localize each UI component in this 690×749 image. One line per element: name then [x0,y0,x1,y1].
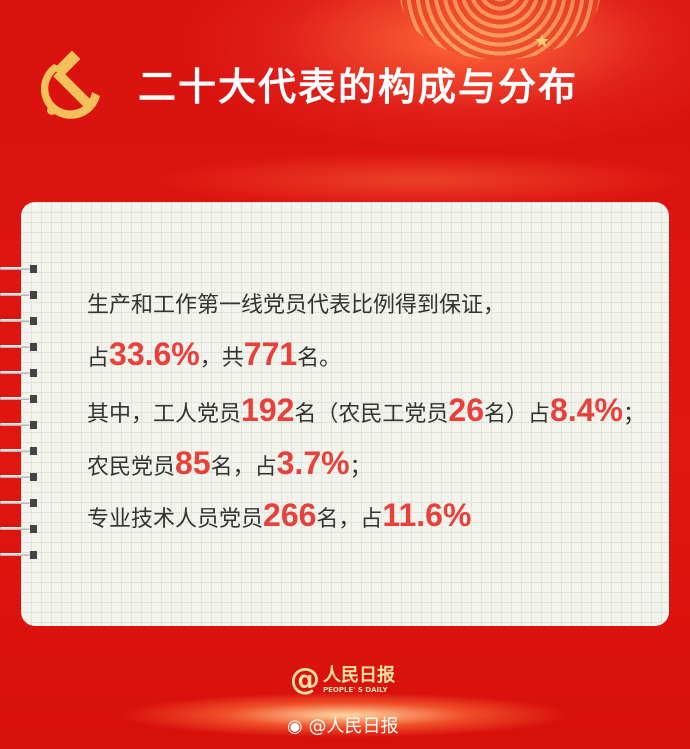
text: 名）占 [484,402,551,427]
text-line-3: 其中，工人党员192名（农民工党员26名）占8.4%； [87,390,645,430]
highlight-percent: 8.4% [550,392,623,428]
ring-binder [0,525,38,533]
highlight-count: 266 [263,497,317,533]
peoples-daily-logo: @ 人民日报 PEOPLE' S DAILY [290,662,395,698]
weibo-text: @人民日报 [308,716,399,737]
ring-binder [0,291,38,299]
ring-binder [0,317,38,325]
highlight-percent: 11.6% [382,497,472,533]
highlight-count: 85 [175,445,211,481]
background-swoosh [0,120,690,210]
logo-text: 人民日报 PEOPLE' S DAILY [323,664,395,695]
text: 专业技术人员党员 [87,507,264,532]
text: 生产和工作第一线党员代表比例得到保证， [87,293,506,318]
highlight-percent: 3.7% [276,445,350,481]
text: ； [349,455,372,480]
text: 名。 [297,346,342,371]
ring-binder [0,473,38,481]
ring-binder [0,421,38,429]
ring-binder [0,343,38,351]
highlight-count: 771 [243,336,298,372]
notebook-card [21,202,669,626]
ring-binder [0,395,38,403]
weibo-handle: ◉ @人民日报 [287,716,398,738]
highlight-percent: 33.6% [109,336,200,372]
text: 名（农民工党员 [294,402,449,427]
page-title: 二十大代表的构成与分布 [138,65,579,109]
text-line-1: 生产和工作第一线党员代表比例得到保证， [87,286,505,326]
text: 农民党员 [87,455,176,480]
text: 占 [87,346,110,371]
weibo-icon: ◉ [287,716,303,737]
highlight-count: 26 [448,392,485,428]
text-line-4: 农民党员85名，占3.7%； [87,443,372,483]
text: ，共 [199,346,244,371]
text: ； [622,402,645,427]
ring-binder [0,369,38,377]
hammer-sickle-icon [40,50,100,119]
ring-binder [0,499,38,507]
logo-name: 人民日报 [323,664,395,686]
ring-binder [0,265,38,273]
ring-binder [0,447,38,455]
text-line-2: 占33.6%，共771名。 [87,334,341,374]
ceiling-rosette [400,0,600,60]
ring-binder [0,551,38,559]
logo-english: PEOPLE' S DAILY [323,685,388,694]
star-icon: ★ [534,31,551,52]
at-icon: @ [290,662,320,697]
text-line-5: 专业技术人员党员266名，占11.6% [87,495,471,535]
text: 名，占 [210,455,277,480]
highlight-count: 192 [241,392,295,428]
text: 其中，工人党员 [87,402,242,427]
text: 名，占 [316,507,383,532]
